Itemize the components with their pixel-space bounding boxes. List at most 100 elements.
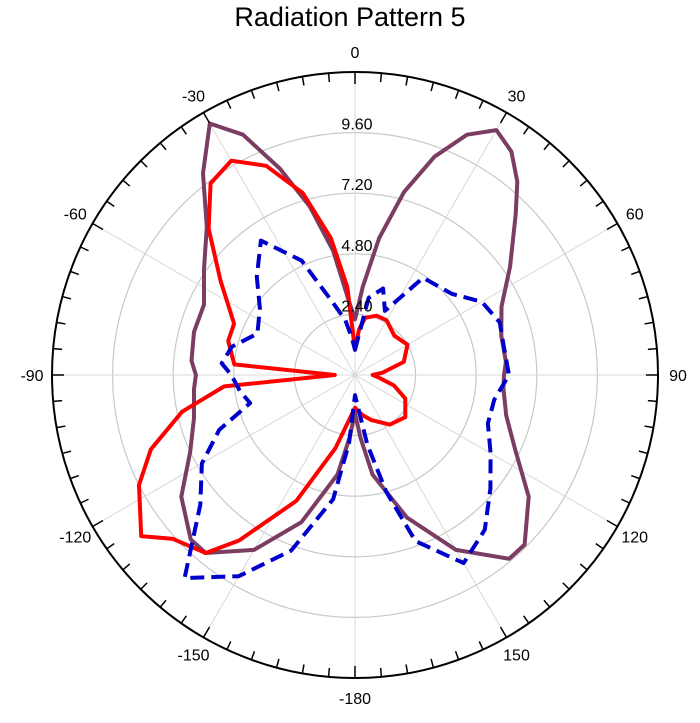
angle-label: 60 (626, 207, 644, 224)
angle-label: -90 (20, 368, 43, 385)
angle-label: 0 (351, 45, 360, 62)
tick-mark (70, 270, 79, 276)
tick-mark (301, 664, 305, 674)
tick-mark (579, 563, 588, 571)
tick-mark (644, 321, 654, 325)
tick-mark (430, 658, 435, 668)
tick-mark (122, 563, 131, 571)
tick-mark (80, 246, 89, 252)
tick-mark (562, 160, 570, 168)
ring-label: 4.80 (341, 238, 372, 255)
tick-mark (92, 222, 104, 231)
tick-mark (631, 270, 640, 276)
tick-mark (53, 399, 63, 403)
grid-spoke (354, 374, 618, 527)
grid-spoke (203, 112, 356, 376)
tick-mark (606, 222, 618, 231)
tick-mark (327, 73, 331, 83)
tick-mark (562, 582, 570, 590)
tick-mark (379, 73, 383, 83)
tick-mark (53, 347, 63, 351)
tick-mark (202, 626, 211, 638)
tick-mark (523, 615, 530, 624)
tick-mark (543, 599, 551, 608)
tick-mark (478, 641, 484, 650)
tick-mark (523, 126, 530, 135)
grid-spoke (92, 374, 356, 527)
tick-mark (595, 543, 604, 550)
tick-mark (644, 425, 654, 429)
series-line-2 (137, 158, 410, 555)
tick-mark (454, 90, 460, 99)
tick-mark (202, 112, 211, 124)
tick-mark (250, 651, 256, 660)
tick-mark (56, 321, 66, 325)
tick-mark (638, 295, 648, 300)
grid-spoke (354, 223, 618, 376)
tick-mark (405, 664, 409, 674)
tick-mark (454, 651, 460, 660)
ring-label: 7.20 (341, 177, 372, 194)
angle-label: -30 (182, 88, 205, 105)
angle-label: -120 (59, 530, 91, 547)
tick-mark (499, 112, 508, 124)
tick-mark (56, 425, 66, 429)
ring-label: 9.60 (341, 117, 372, 134)
tick-mark (140, 582, 148, 590)
tick-mark (226, 641, 232, 650)
tick-mark (92, 519, 104, 528)
tick-mark (275, 658, 280, 668)
tick-mark (379, 667, 383, 677)
tick-mark (621, 498, 630, 504)
angle-label: -180 (339, 691, 371, 708)
tick-mark (140, 160, 148, 168)
tick-mark (62, 295, 72, 300)
angle-label: -150 (177, 648, 209, 665)
tick-mark (180, 615, 187, 624)
grid-spoke (354, 112, 507, 376)
tick-mark (275, 82, 280, 92)
grid-spoke (354, 374, 507, 638)
tick-mark (621, 246, 630, 252)
angle-label: 150 (503, 648, 530, 665)
tick-mark (180, 126, 187, 135)
outer-axis: 0 30 60 90 120 150 -180 -150 -120 -90 -60 -30 (20, 45, 687, 708)
polar-grid (52, 72, 658, 678)
angle-label: 30 (508, 88, 526, 105)
tick-mark (478, 100, 484, 109)
tick-mark (327, 667, 331, 677)
tick-mark (62, 450, 72, 455)
chart-title: Radiation Pattern 5 (234, 2, 466, 32)
ring-label: 2.40 (341, 298, 372, 315)
tick-mark (606, 519, 618, 528)
tick-mark (579, 179, 588, 187)
tick-mark (159, 142, 167, 151)
tick-mark (80, 498, 89, 504)
tick-mark (106, 543, 115, 550)
tick-mark (499, 626, 508, 638)
tick-mark (70, 474, 79, 480)
tick-mark (226, 100, 232, 109)
tick-mark (631, 474, 640, 480)
angle-label: -60 (64, 207, 87, 224)
tick-mark (250, 90, 256, 99)
ring-label-group: 2.40 4.80 7.20 9.60 (341, 117, 372, 316)
tick-mark (106, 200, 115, 207)
angle-label: 120 (621, 530, 648, 547)
grid-spoke (203, 374, 356, 638)
tick-mark (405, 76, 409, 86)
tick-mark (122, 179, 131, 187)
tick-mark (543, 142, 551, 151)
angle-label: 90 (669, 368, 687, 385)
grid-spoke (92, 223, 356, 376)
tick-mark (638, 450, 648, 455)
series-group (137, 121, 531, 581)
tick-mark (595, 200, 604, 207)
tick-mark (301, 76, 305, 86)
series-line-1 (179, 121, 531, 561)
tick-mark (647, 347, 657, 351)
series-line-3 (182, 238, 511, 581)
tick-mark (159, 599, 167, 608)
tick-mark (647, 399, 657, 403)
